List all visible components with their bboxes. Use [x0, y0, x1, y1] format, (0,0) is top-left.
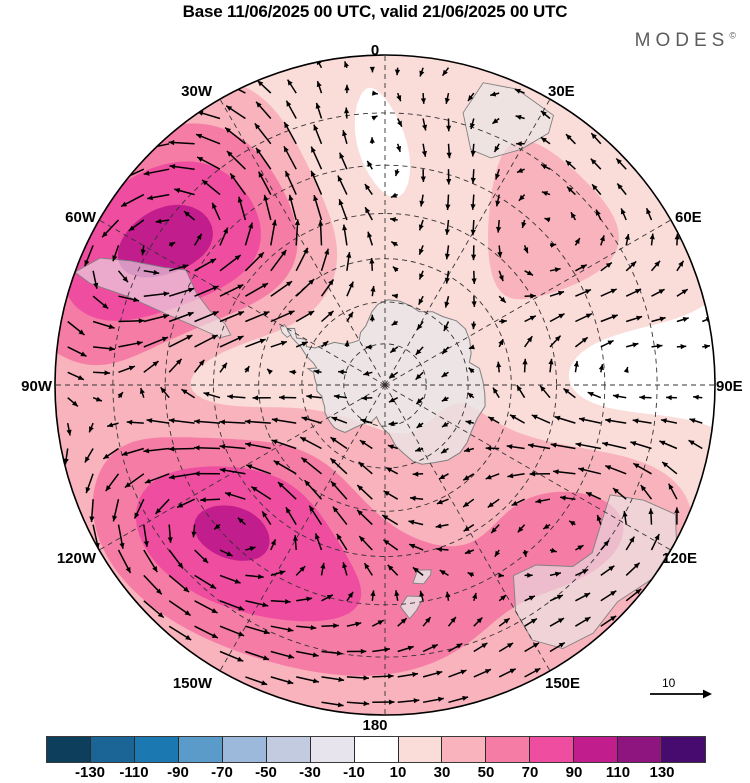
longitude-label: 120E	[662, 550, 698, 567]
antarctica-outline	[74, 82, 677, 649]
longitude-label: 90E	[716, 378, 743, 395]
colorbar-swatch	[178, 737, 223, 762]
colorbar-tick-label: -70	[211, 764, 233, 781]
polar-map[interactable]: 0 30E 60E 90E 120E 150E 180 150W 120W 90W 60W 30W	[0, 42, 750, 734]
colorbar-swatches	[46, 736, 706, 763]
polar-map-svg	[54, 54, 716, 716]
colorbar-swatch	[354, 737, 399, 762]
colorbar-swatch	[90, 737, 135, 762]
contour-band	[117, 204, 270, 561]
colorbar-swatch	[310, 737, 355, 762]
longitude-label: 60E	[675, 209, 702, 226]
colorbar-tick-label: -10	[343, 764, 365, 781]
vector-scale: 10	[648, 676, 718, 716]
longitude-label: 60W	[65, 209, 96, 226]
longitude-label: 180	[362, 717, 388, 734]
colorbar-tick-label: 70	[521, 764, 539, 781]
longitude-label: 150E	[545, 675, 581, 692]
longitude-label: 120W	[56, 550, 96, 567]
colorbar-swatch	[222, 737, 267, 762]
colorbar-swatch	[398, 737, 443, 762]
graticule	[55, 55, 715, 715]
colorbar-tick-label: 50	[477, 764, 495, 781]
longitude-label: 30W	[181, 83, 212, 100]
longitude-label: 0	[370, 42, 380, 59]
colorbar-swatch	[486, 737, 531, 762]
vector-scale-label: 10	[662, 676, 676, 690]
colorbar-tick-label: -130	[74, 764, 106, 781]
colorbar-tick-label: -50	[255, 764, 277, 781]
longitude-label: 90W	[21, 378, 52, 395]
colorbar-swatch	[442, 737, 487, 762]
colorbar-tick-label: -30	[299, 764, 321, 781]
colorbar-tick-label: 30	[433, 764, 451, 781]
colorbar-swatch	[618, 737, 663, 762]
colorbar-ticks: -130 -110 -90 -70 -50 -30 -10 10 30 50 70 90 110 130	[46, 764, 706, 782]
vector-scale-arrow-icon	[650, 689, 712, 699]
colorbar-swatch	[266, 737, 311, 762]
colorbar-swatch	[574, 737, 619, 762]
colorbar-swatch	[134, 737, 179, 762]
modes-logo: MODES©	[635, 30, 736, 52]
colorbar-swatch	[47, 737, 91, 762]
colorbar-tick-label: 130	[649, 764, 675, 781]
longitude-label: 150W	[172, 675, 212, 692]
colorbar-swatch	[662, 737, 706, 762]
colorbar-swatch	[530, 737, 575, 762]
colorbar-tick-label: 10	[389, 764, 407, 781]
longitude-label: 30E	[548, 83, 575, 100]
map-boundary-circle	[54, 54, 716, 716]
colorbar-tick-label: -110	[119, 764, 149, 781]
colorbar[interactable]: -130 -110 -90 -70 -50 -30 -10 10 30 50 70 90 110 130	[46, 736, 706, 782]
colorbar-tick-label: 110	[605, 764, 631, 781]
colorbar-tick-label: -90	[167, 764, 189, 781]
modes-logo-text: MODES	[634, 30, 730, 51]
wind-vectors	[63, 58, 713, 708]
registered-mark-icon: ©	[729, 30, 736, 41]
colorbar-tick-label: 90	[565, 764, 583, 781]
page-title: Base 11/06/2025 00 UTC, valid 21/06/2025…	[182, 2, 568, 21]
